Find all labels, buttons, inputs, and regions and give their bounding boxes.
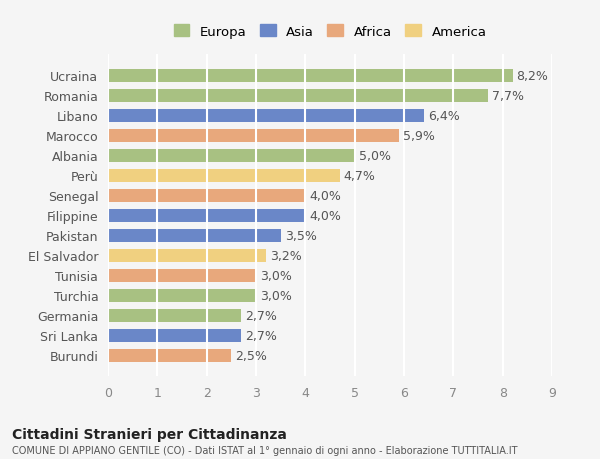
Text: 8,2%: 8,2%	[517, 70, 548, 83]
Text: 2,5%: 2,5%	[235, 349, 267, 362]
Text: 4,0%: 4,0%	[309, 209, 341, 222]
Bar	[108, 329, 241, 342]
Text: 5,0%: 5,0%	[359, 150, 391, 162]
Text: 3,2%: 3,2%	[270, 249, 302, 262]
Text: 4,0%: 4,0%	[309, 189, 341, 202]
Bar	[108, 289, 256, 302]
Text: 4,7%: 4,7%	[344, 169, 376, 182]
Text: 5,9%: 5,9%	[403, 129, 435, 142]
Bar	[108, 209, 305, 222]
Bar	[108, 269, 256, 282]
Bar	[108, 90, 488, 102]
Bar	[108, 129, 399, 142]
Text: 7,7%: 7,7%	[492, 90, 524, 103]
Bar	[108, 349, 232, 362]
Text: 6,4%: 6,4%	[428, 110, 460, 123]
Text: COMUNE DI APPIANO GENTILE (CO) - Dati ISTAT al 1° gennaio di ogni anno - Elabora: COMUNE DI APPIANO GENTILE (CO) - Dati IS…	[12, 445, 517, 455]
Bar	[108, 189, 305, 202]
Bar	[108, 229, 281, 242]
Text: 3,0%: 3,0%	[260, 289, 292, 302]
Text: Cittadini Stranieri per Cittadinanza: Cittadini Stranieri per Cittadinanza	[12, 427, 287, 441]
Text: 3,5%: 3,5%	[284, 229, 316, 242]
Bar	[108, 150, 355, 162]
Bar	[108, 169, 340, 182]
Text: 3,0%: 3,0%	[260, 269, 292, 282]
Bar	[108, 110, 424, 123]
Legend: Europa, Asia, Africa, America: Europa, Asia, Africa, America	[168, 20, 492, 44]
Bar	[108, 309, 241, 322]
Bar	[108, 70, 512, 83]
Text: 2,7%: 2,7%	[245, 309, 277, 322]
Bar	[108, 249, 266, 262]
Text: 2,7%: 2,7%	[245, 329, 277, 342]
